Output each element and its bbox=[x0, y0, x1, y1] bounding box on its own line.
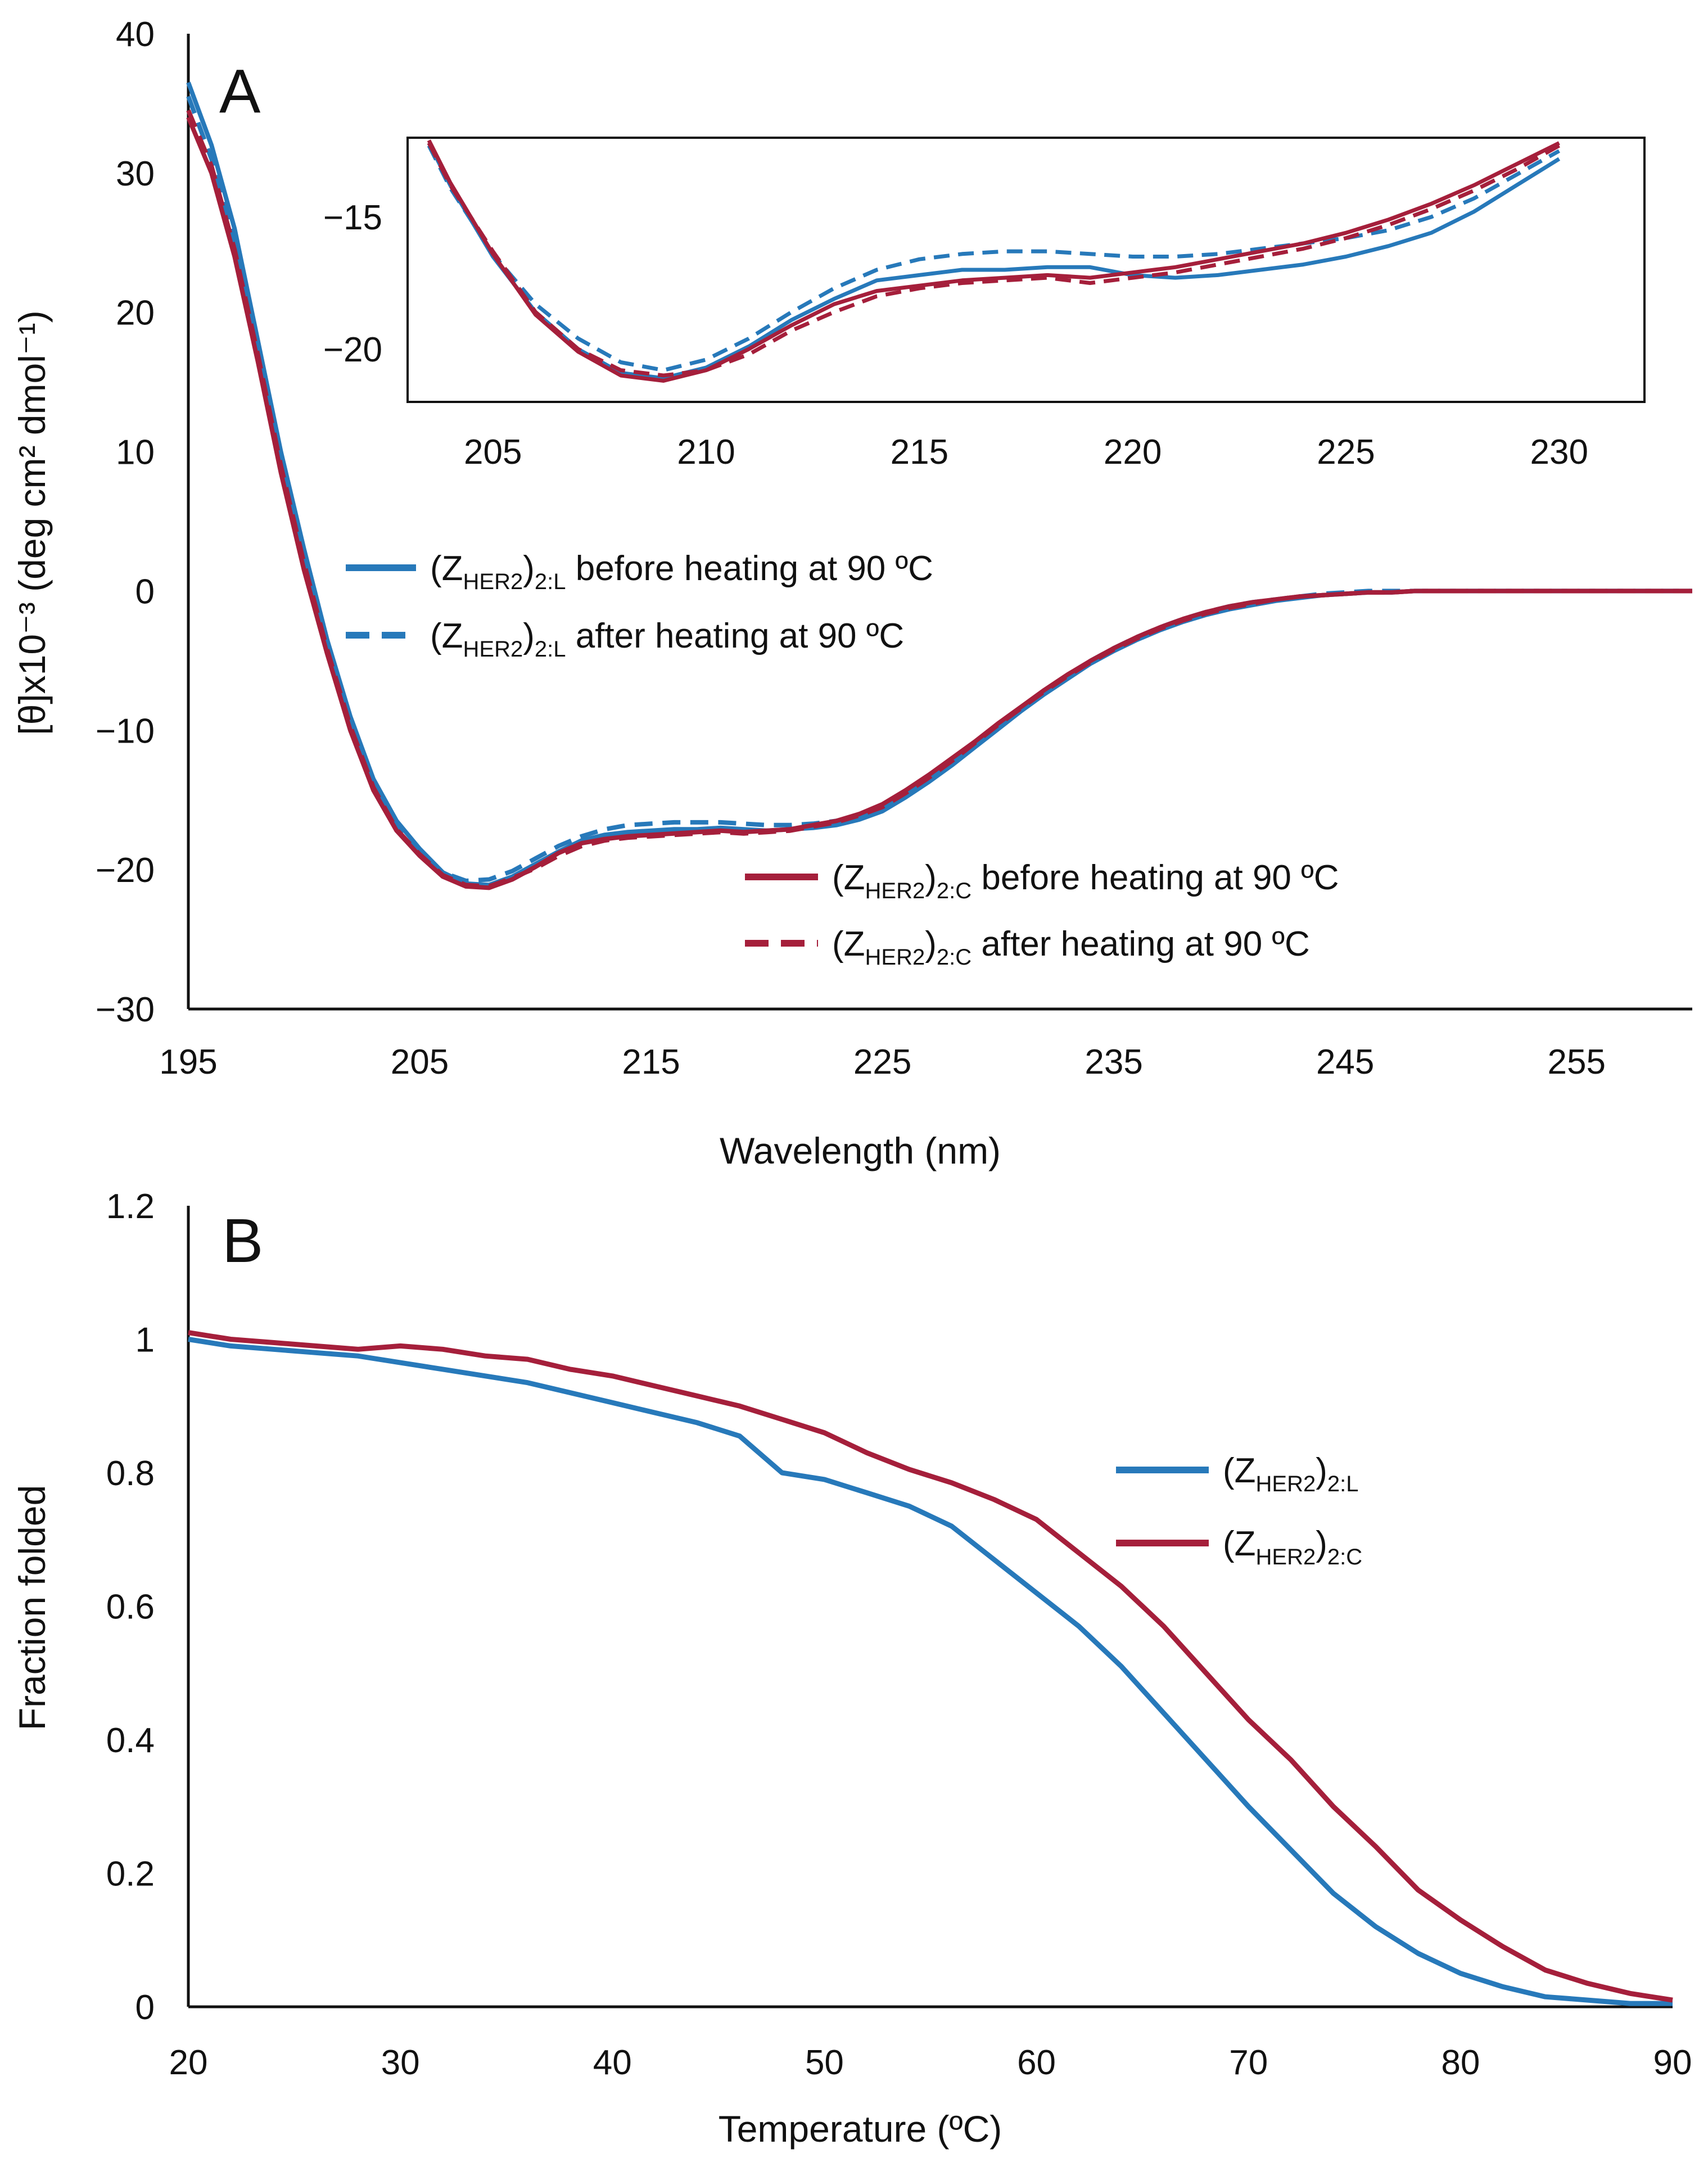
legend-label: (ZHER2)2:C after heating at 90 ºC bbox=[832, 925, 1310, 970]
panel-b-y-axis-title: Fraction folded bbox=[11, 1485, 53, 1731]
x-tick-label: 235 bbox=[1085, 1043, 1142, 1082]
panel-b-x-ticks: 20 30 40 50 60 70 80 90 bbox=[169, 2043, 1692, 2082]
y-tick-label: −30 bbox=[96, 990, 155, 1029]
x-tick-label: 70 bbox=[1229, 2043, 1268, 2082]
y-tick-label: 40 bbox=[116, 15, 155, 54]
y-tick-label: 10 bbox=[116, 433, 155, 472]
legend-entry: (ZHER2)2:L bbox=[1116, 1451, 1359, 1496]
inset-series bbox=[427, 139, 1561, 383]
x-tick-label: 210 bbox=[677, 433, 735, 472]
panel-b-legend: (ZHER2)2:L (ZHER2)2:C bbox=[1116, 1451, 1362, 1569]
x-tick-label: 245 bbox=[1316, 1043, 1374, 1082]
series-line-blue-dashed bbox=[427, 144, 1561, 373]
series-line-red-dashed bbox=[186, 109, 1692, 889]
x-tick-label: 225 bbox=[1317, 433, 1375, 472]
panel-a-y-axis-title: [θ]x10⁻³ (deg cm² dmol⁻¹) bbox=[11, 310, 53, 735]
series-line-red-solid bbox=[188, 1330, 1673, 2003]
x-tick-label: 40 bbox=[593, 2043, 632, 2082]
legend-entry: (ZHER2)2:C bbox=[1116, 1524, 1362, 1569]
panel-b-series bbox=[188, 1330, 1673, 2006]
panel-a-legend-top: (ZHER2)2:L before heating at 90 ºC (ZHER… bbox=[346, 549, 933, 662]
x-tick-label: 225 bbox=[853, 1043, 911, 1082]
legend-entry: (ZHER2)2:L before heating at 90 ºC bbox=[346, 549, 933, 594]
y-tick-label: 20 bbox=[116, 294, 155, 333]
x-tick-label: 205 bbox=[391, 1043, 449, 1082]
panel-a-inset: −15 −20 205 210 215 220 225 230 bbox=[323, 137, 1646, 472]
inset-y-ticks: −15 −20 bbox=[323, 198, 382, 369]
x-tick-label: 230 bbox=[1530, 433, 1588, 472]
y-tick-label: −20 bbox=[323, 331, 382, 369]
legend-label: (ZHER2)2:L before heating at 90 ºC bbox=[430, 549, 933, 594]
legend-label: (ZHER2)2:C bbox=[1223, 1524, 1362, 1569]
series-line-red-dashed bbox=[427, 142, 1561, 378]
panel-a-x-ticks: 195 205 215 225 235 245 255 bbox=[159, 1043, 1606, 1082]
y-tick-label: 0.2 bbox=[106, 1855, 155, 1894]
panel-b-y-ticks: 0 0.2 0.4 0.6 0.8 1 1.2 bbox=[106, 1187, 155, 2027]
x-tick-label: 90 bbox=[1653, 2043, 1692, 2082]
panel-a-x-axis-title: Wavelength (nm) bbox=[720, 1130, 1001, 1171]
x-tick-label: 220 bbox=[1104, 433, 1162, 472]
x-tick-label: 255 bbox=[1548, 1043, 1606, 1082]
x-tick-label: 30 bbox=[381, 2043, 420, 2082]
x-tick-label: 80 bbox=[1441, 2043, 1480, 2082]
y-tick-label: 1.2 bbox=[106, 1187, 155, 1226]
inset-x-ticks: 205 210 215 220 225 230 bbox=[464, 433, 1588, 472]
panel-a-series bbox=[186, 82, 1692, 890]
x-tick-label: 215 bbox=[622, 1043, 680, 1082]
panel-b-x-axis-title: Temperature (ºC) bbox=[719, 2108, 1002, 2150]
legend-entry: (ZHER2)2:C after heating at 90 ºC bbox=[745, 925, 1310, 970]
x-tick-label: 60 bbox=[1017, 2043, 1056, 2082]
y-tick-label: 1 bbox=[135, 1321, 155, 1360]
panel-a-y-ticks: −30 −20 −10 0 10 20 30 40 bbox=[96, 15, 155, 1029]
y-tick-label: 0 bbox=[135, 1988, 155, 2027]
x-tick-label: 205 bbox=[464, 433, 522, 472]
panel-a: A Wavelength (nm) [θ]x10⁻³ (deg cm² dmol… bbox=[11, 15, 1692, 1171]
panel-a-label: A bbox=[219, 57, 261, 126]
y-tick-label: 0.8 bbox=[106, 1454, 155, 1493]
legend-entry: (ZHER2)2:L after heating at 90 ºC bbox=[346, 617, 904, 662]
legend-label: (ZHER2)2:L bbox=[1223, 1451, 1359, 1496]
legend-label: (ZHER2)2:C before heating at 90 ºC bbox=[832, 858, 1339, 903]
legend-entry: (ZHER2)2:C before heating at 90 ºC bbox=[745, 858, 1339, 903]
x-tick-label: 195 bbox=[159, 1043, 217, 1082]
series-line-red-solid bbox=[427, 139, 1560, 383]
y-tick-label: −20 bbox=[96, 851, 155, 890]
panel-a-legend-bottom: (ZHER2)2:C before heating at 90 ºC (ZHER… bbox=[745, 858, 1339, 970]
y-tick-label: 30 bbox=[116, 155, 155, 193]
y-tick-label: 0 bbox=[135, 572, 155, 611]
y-tick-label: −10 bbox=[96, 712, 155, 750]
y-tick-label: 0.6 bbox=[106, 1588, 155, 1627]
panel-b-label: B bbox=[222, 1206, 263, 1275]
series-line-blue-solid bbox=[188, 1337, 1673, 2006]
x-tick-label: 215 bbox=[891, 433, 948, 472]
x-tick-label: 50 bbox=[805, 2043, 844, 2082]
panel-b: B Temperature (ºC) Fraction folded 00.20… bbox=[11, 1187, 1692, 2150]
y-tick-label: −15 bbox=[323, 198, 382, 237]
legend-label: (ZHER2)2:L after heating at 90 ºC bbox=[430, 617, 904, 662]
y-tick-label: 0.4 bbox=[106, 1721, 155, 1760]
x-tick-label: 20 bbox=[169, 2043, 208, 2082]
